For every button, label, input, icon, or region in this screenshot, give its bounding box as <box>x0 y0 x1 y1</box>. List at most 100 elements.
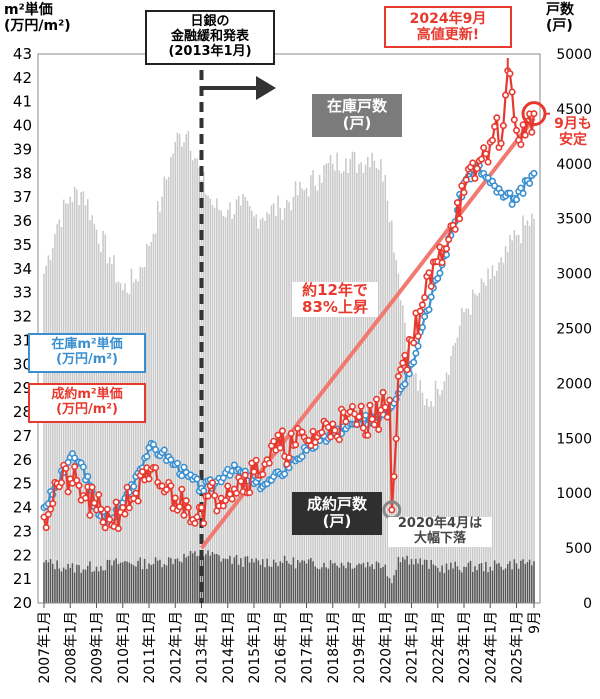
sales-units-bar <box>283 555 286 603</box>
stock-units-bar <box>364 164 367 603</box>
sales-price-series-point <box>64 488 72 496</box>
x-tick-label: 2007年1月 <box>37 611 53 684</box>
stock-units-bar <box>375 167 378 603</box>
sales-price-series-point <box>379 388 387 396</box>
stock-units-bar <box>264 220 266 603</box>
sales-units-bar <box>386 576 389 603</box>
sales-units-bar <box>213 554 216 603</box>
stock-units-bar <box>496 270 498 603</box>
sales-price-series-point <box>311 438 319 446</box>
sales-units-bar <box>119 562 122 603</box>
sales-units-bar <box>113 560 115 603</box>
sales-units-bar <box>235 554 238 603</box>
sales-units-bar <box>78 565 80 603</box>
stock-units-bar <box>353 152 356 603</box>
sales-price-series-point <box>473 165 481 173</box>
sales-price-series-point <box>392 435 400 443</box>
sales-units-bar <box>316 568 319 603</box>
stock-price-series-point <box>160 446 168 454</box>
sales-units-bar <box>388 578 391 603</box>
stock-units-label: 在庫戸数 (戸) <box>312 94 402 137</box>
stock-price-series-point <box>418 323 426 331</box>
sales-units-bar <box>226 559 229 603</box>
sales-units-bar <box>321 567 323 603</box>
sales-units-bar <box>60 571 63 603</box>
sales-units-bar <box>345 568 347 603</box>
sales-price-series-point <box>103 505 111 513</box>
sales-price-series-point <box>176 503 184 511</box>
sales-price-series-point <box>233 489 241 497</box>
sales-price-series-point <box>88 483 96 491</box>
sales-price-series-point <box>484 158 492 166</box>
sales-price-series-point <box>224 482 232 490</box>
stock-units-bar <box>366 156 369 603</box>
sales-units-bar <box>399 562 402 603</box>
stock-units-bar <box>478 292 481 603</box>
sales-units-bar <box>447 569 450 603</box>
sales-price-series-point <box>482 150 490 158</box>
sales-price-series-point <box>458 182 466 190</box>
sales-price-series-point <box>375 426 383 434</box>
stock-units-bar <box>504 246 507 603</box>
sales-units-bar <box>417 563 419 603</box>
x-tick-label: 2020年1月 <box>378 611 394 684</box>
y-right-tick: 0 <box>583 596 592 612</box>
y-left-tick: 27 <box>13 427 32 445</box>
stock-units-bar <box>310 175 312 603</box>
sales-units-bar <box>469 560 472 603</box>
sales-price-series-point <box>442 245 450 253</box>
sales-price-series-point <box>276 444 284 452</box>
sales-units-bar <box>522 559 524 603</box>
sales-units-bar <box>156 560 159 603</box>
sales-units-bar <box>430 560 432 603</box>
sales-units-bar <box>191 553 194 603</box>
stock-units-bar <box>242 193 244 603</box>
stock-price-series-point <box>410 358 418 366</box>
sales-units-bar <box>200 553 203 603</box>
sales-units-bar <box>130 563 133 603</box>
sales-units-bar <box>176 558 179 603</box>
sales-units-bar <box>336 565 338 603</box>
sales-price-series-point <box>491 123 499 131</box>
sales-units-bar <box>342 565 345 603</box>
stock-units-bar <box>176 132 179 603</box>
y-left-tick: 28 <box>13 403 32 421</box>
sales-units-bar <box>528 559 531 603</box>
sales-units-bar <box>80 572 82 603</box>
sales-units-bar <box>237 564 240 603</box>
sales-price-series-point <box>512 126 520 134</box>
sales-units-bar <box>520 560 522 603</box>
sales-units-bar <box>174 559 177 603</box>
sales-units-bar <box>458 569 461 603</box>
sales-price-series-point <box>390 472 398 480</box>
stock-units-bar <box>410 366 413 603</box>
stock-units-bar <box>373 160 376 604</box>
sales-units-bar <box>329 560 332 603</box>
stock-units-bar <box>185 134 187 603</box>
y-right-tick: 4000 <box>556 157 592 173</box>
y-left-tick: 23 <box>13 522 32 540</box>
stock-units-bar <box>194 158 196 603</box>
stock-price-series-point <box>71 454 79 462</box>
y-left-tick: 38 <box>13 164 32 182</box>
sales-units-bar <box>366 562 369 603</box>
y-left-tick: 30 <box>13 355 32 373</box>
sales-units-bar <box>139 557 142 603</box>
sales-price-series-point <box>335 436 343 444</box>
sales-units-bar <box>209 555 212 603</box>
sales-units-bar <box>397 556 400 603</box>
stock-units-bar <box>231 218 233 603</box>
stock-units-bar <box>349 159 352 604</box>
stock-units-bar <box>117 281 120 603</box>
sales-units-bar <box>513 559 516 603</box>
stock-units-bar <box>115 282 117 603</box>
stock-units-bar <box>135 279 137 603</box>
sales-price-series-point <box>480 144 488 152</box>
sales-units-bar <box>257 560 260 603</box>
y-axis-right-title: 戸数 (戸) <box>546 2 574 35</box>
x-tick-label: 2016年1月 <box>273 611 289 684</box>
sales-units-bar <box>220 561 222 603</box>
stock-units-bar <box>281 219 284 603</box>
sales-price-series-point <box>421 293 429 301</box>
sales-price-series-point <box>86 511 94 519</box>
